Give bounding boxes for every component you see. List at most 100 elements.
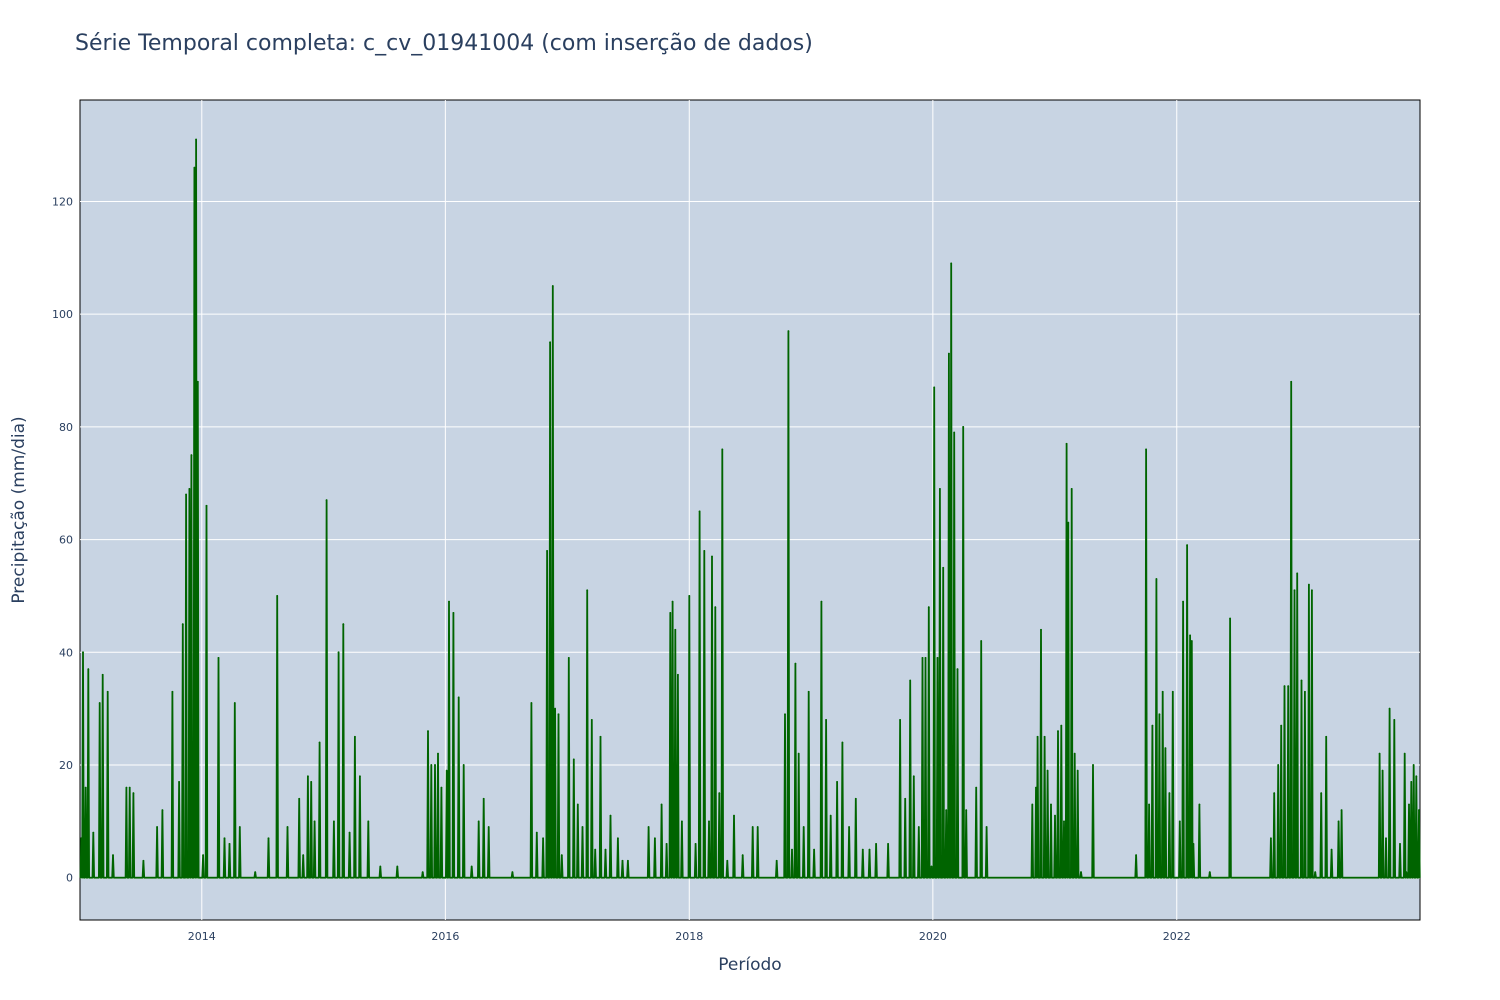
data-point (193, 166, 196, 169)
data-point (1314, 871, 1317, 873)
data-point (313, 820, 316, 823)
data-point (80, 837, 83, 840)
data-point (756, 826, 759, 828)
data-point (307, 775, 309, 778)
data-point (233, 702, 236, 704)
data-point (487, 826, 490, 828)
data-point (1270, 837, 1272, 840)
data-point (310, 781, 313, 783)
data-point (1054, 814, 1056, 817)
data-point (921, 657, 924, 659)
data-point (470, 865, 473, 868)
data-point (196, 380, 199, 383)
data-point (1036, 735, 1039, 738)
data-point (457, 696, 460, 699)
data-point (1208, 871, 1211, 873)
series-layer (79, 138, 1421, 879)
data-point (939, 488, 941, 490)
y-tick-label: 60 (59, 534, 73, 547)
data-point (348, 831, 351, 834)
data-point (950, 262, 953, 265)
data-point (794, 662, 797, 665)
data-point (953, 431, 956, 434)
data-point (985, 826, 988, 828)
y-tick-label: 40 (59, 646, 73, 659)
data-point (1296, 572, 1299, 575)
data-point (87, 668, 90, 671)
data-point (228, 843, 231, 845)
data-point (1178, 820, 1181, 823)
data-point (549, 341, 551, 344)
data-point (1155, 578, 1158, 580)
data-point (551, 285, 554, 287)
data-point (733, 814, 735, 817)
data-point (829, 814, 832, 817)
data-point (276, 595, 279, 597)
data-point (1186, 544, 1188, 547)
data-point (887, 843, 889, 845)
data-point (1415, 775, 1418, 778)
data-point (128, 786, 131, 789)
data-point (1325, 735, 1328, 738)
data-point (660, 803, 663, 806)
data-point (572, 758, 575, 761)
data-point (797, 752, 800, 755)
data-point (718, 792, 721, 795)
data-point (202, 854, 205, 857)
data-point (396, 865, 399, 868)
data-point (298, 797, 301, 800)
data-point (1065, 442, 1068, 445)
data-point (708, 820, 710, 823)
data-point (1050, 803, 1052, 806)
y-axis-title: Precipitação (mm/dia) (9, 416, 29, 603)
data-point (1182, 600, 1184, 603)
data-point (1189, 634, 1191, 637)
data-point (440, 786, 443, 789)
data-point (617, 837, 619, 840)
data-point (1076, 769, 1079, 772)
y-tick-label: 20 (59, 759, 73, 772)
data-point (333, 820, 335, 823)
data-point (1043, 735, 1046, 738)
data-point (721, 448, 724, 451)
data-point (912, 775, 915, 778)
y-tick-labels: 0 20 40 60 80 100 120 (52, 195, 73, 884)
data-point (924, 657, 927, 659)
data-point (586, 589, 589, 592)
data-point (671, 600, 674, 603)
data-point (546, 550, 548, 552)
data-point (1311, 589, 1313, 592)
data-point (1171, 690, 1174, 693)
data-point (807, 690, 810, 693)
data-point (711, 555, 713, 558)
data-point (1070, 488, 1073, 490)
data-point (421, 871, 424, 873)
data-point (511, 871, 514, 873)
data-point (861, 848, 864, 851)
data-point (1046, 769, 1049, 772)
data-point (1408, 803, 1410, 806)
x-tick-label: 2020 (919, 930, 947, 943)
data-point (1378, 752, 1381, 755)
data-point (694, 843, 697, 845)
data-point (751, 826, 754, 828)
data-point (1399, 843, 1401, 845)
data-point (1161, 690, 1164, 693)
data-point (535, 831, 538, 834)
data-point (647, 826, 650, 828)
data-point (1320, 792, 1323, 795)
y-tick-label: 80 (59, 421, 73, 434)
data-point (980, 640, 983, 642)
data-point (1385, 837, 1387, 840)
data-point (567, 657, 570, 659)
data-point (1393, 719, 1396, 721)
data-point (557, 713, 560, 716)
data-point (677, 673, 679, 676)
data-point (1192, 843, 1195, 845)
data-point (1151, 724, 1154, 727)
data-point (530, 702, 533, 704)
data-point (703, 550, 706, 552)
data-point (1410, 781, 1413, 783)
data-point (190, 454, 193, 456)
